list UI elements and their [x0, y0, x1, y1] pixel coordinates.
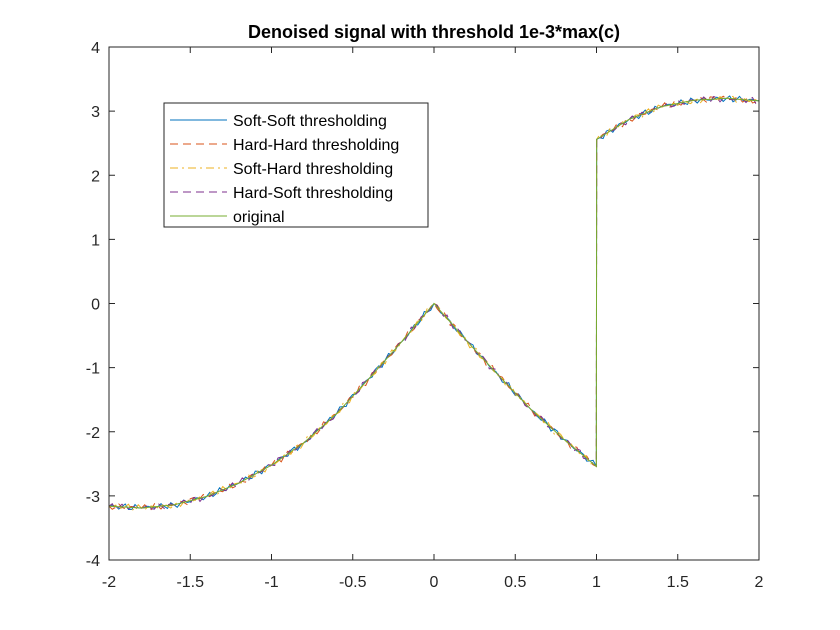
y-tick-label: 1: [91, 232, 100, 249]
y-tick-label: 4: [91, 40, 100, 57]
y-tick-label: -4: [86, 553, 100, 570]
x-tick-label: -2: [102, 574, 116, 591]
x-tick-label: 0: [430, 574, 439, 591]
x-tick-label: -1: [264, 574, 278, 591]
y-tick-label: -3: [86, 489, 100, 506]
y-tick-label: 3: [91, 104, 100, 121]
legend-label-3: Soft-Hard thresholding: [233, 161, 393, 178]
x-tick-label: 2: [755, 574, 764, 591]
legend-box: [163, 102, 429, 228]
x-tick-label: 1: [592, 574, 601, 591]
legend: Soft-Soft thresholding Hard-Hard threshol…: [163, 102, 429, 228]
series-line-4: [108, 95, 760, 511]
axes-layer: -2 -1.5 -1 -0.5 0 0.5 1 1.5 2 -4 -3 -2 -1 0 1 2 3 4: [86, 40, 764, 591]
x-tick-label: 0.5: [504, 574, 526, 591]
y-tick-label: -2: [86, 425, 100, 442]
legend-label-2: Hard-Hard thresholding: [233, 137, 399, 154]
legend-label-5: original: [233, 209, 285, 226]
y-tick-label: 2: [91, 168, 100, 185]
x-tick-label: -1.5: [176, 574, 204, 591]
series-layer: [108, 95, 760, 511]
series-line-2: [108, 95, 760, 511]
legend-label-4: Hard-Soft thresholding: [233, 185, 393, 202]
x-tick-label: 1.5: [667, 574, 689, 591]
x-tick-label: -0.5: [339, 574, 367, 591]
chart-title: Denoised signal with threshold 1e-3*max(…: [248, 22, 620, 42]
legend-label-1: Soft-Soft thresholding: [233, 113, 387, 130]
series-line-5: [108, 97, 760, 509]
y-tick-label: 0: [91, 297, 100, 314]
y-tick-label: -1: [86, 361, 100, 378]
